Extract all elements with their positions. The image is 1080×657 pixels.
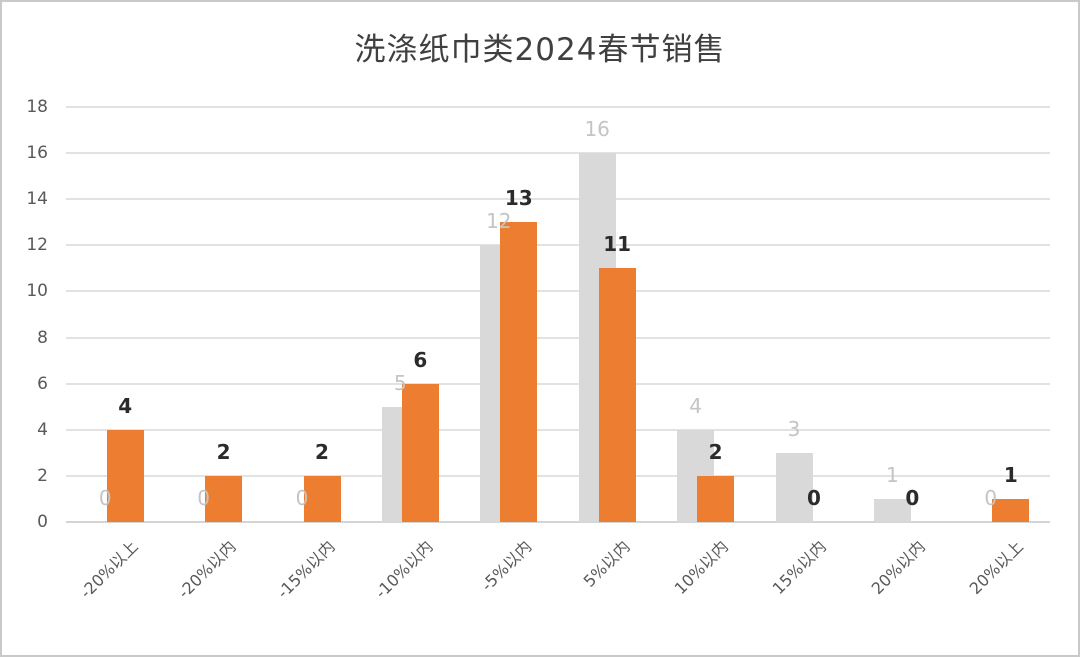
orange-bar-value: 0 — [807, 486, 821, 510]
y-axis-tick-label: 8 — [37, 327, 48, 348]
y-axis-tick-label: 10 — [26, 281, 48, 302]
gridline — [66, 290, 1050, 293]
gridline — [66, 382, 1050, 385]
y-axis-tick-label: 6 — [37, 373, 48, 394]
y-axis-tick-label: 18 — [26, 97, 48, 117]
orange-bar — [500, 222, 538, 522]
y-axis-tick-label: 16 — [26, 143, 48, 164]
gray-bar-value: 0 — [295, 486, 309, 510]
y-axis-tick-label: 12 — [26, 235, 48, 256]
y-axis-tick-label: 2 — [37, 465, 48, 486]
orange-bar-value: 2 — [708, 439, 723, 464]
orange-bar — [106, 429, 144, 522]
gray-bar-value: 3 — [787, 416, 801, 441]
y-axis-tick-label: 4 — [37, 419, 48, 440]
gridline — [66, 198, 1050, 201]
gridline — [66, 106, 1050, 108]
orange-bar-value: 4 — [118, 393, 133, 418]
gray-bar-value: 0 — [98, 486, 112, 510]
gridline — [66, 152, 1050, 155]
gray-bar-value: 12 — [486, 209, 512, 234]
y-axis-tick-label: 0 — [37, 512, 48, 532]
x-axis-line — [66, 521, 1050, 523]
x-category-label: 20%以上 — [965, 536, 1028, 599]
y-axis-tick-label: 14 — [26, 189, 48, 210]
orange-bar — [697, 475, 735, 522]
gridline — [66, 336, 1050, 339]
x-category-label: 5%以内 — [579, 536, 634, 591]
gray-bar-value: 1 — [886, 462, 899, 487]
orange-bar-value: 2 — [216, 439, 231, 464]
orange-bar-value: 1 — [1003, 462, 1018, 487]
x-category-label: -20%以内 — [174, 536, 240, 603]
orange-bar — [303, 475, 341, 522]
x-category-label: 20%以内 — [867, 536, 929, 599]
orange-bar — [992, 498, 1030, 522]
orange-bar-value: 11 — [603, 232, 632, 257]
orange-bar-value: 2 — [315, 439, 329, 464]
x-category-label: -5%以内 — [476, 536, 536, 595]
orange-bar-value: 0 — [905, 486, 920, 510]
gray-bar-value: 0 — [197, 486, 210, 510]
orange-bar — [598, 268, 636, 522]
x-category-label: -20%以上 — [76, 536, 142, 603]
chart-title: 洗涤纸巾类2024春节销售 — [354, 32, 726, 68]
gray-bar-value: 5 — [394, 370, 407, 395]
gray-bar-value: 4 — [689, 393, 702, 418]
x-category-label: 10%以内 — [670, 536, 732, 599]
gridline — [66, 474, 1050, 477]
orange-bar — [401, 383, 439, 522]
gray-bar — [775, 452, 813, 522]
gridline — [66, 428, 1050, 431]
x-category-label: -15%以内 — [272, 536, 339, 603]
orange-bar — [205, 475, 243, 522]
orange-bar-value: 13 — [504, 186, 533, 211]
gridline — [66, 244, 1050, 247]
x-category-label: 15%以内 — [769, 536, 831, 599]
x-category-label: -10%以内 — [371, 536, 437, 603]
gray-bar-value: 16 — [584, 117, 610, 142]
orange-bar-value: 6 — [413, 347, 428, 372]
gray-bar — [873, 498, 911, 522]
gray-bar-value: 0 — [984, 486, 998, 510]
